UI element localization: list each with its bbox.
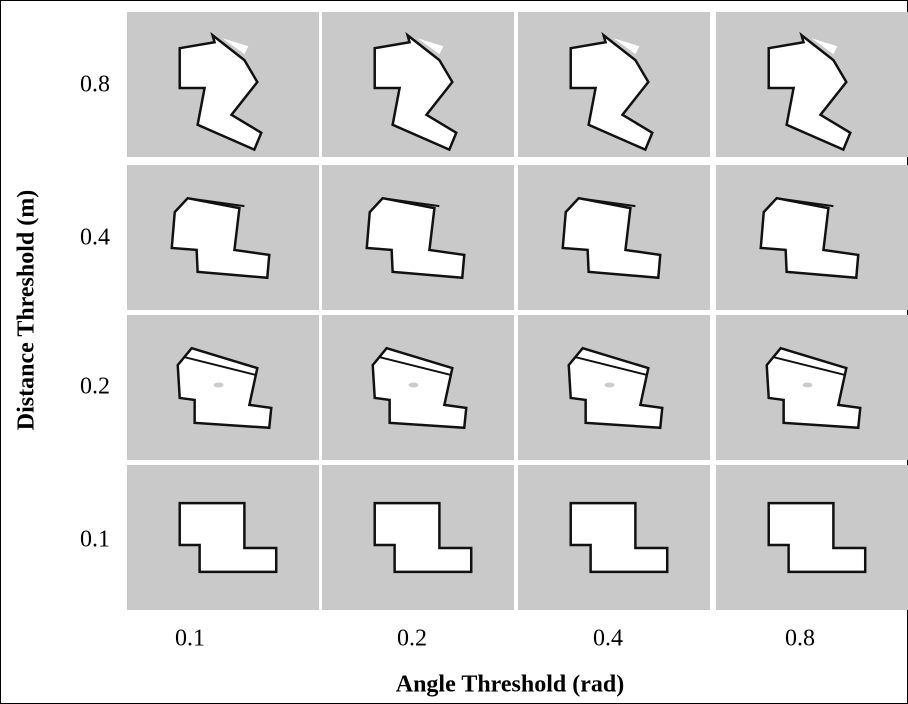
y-tick-label: 0.2 — [80, 374, 110, 400]
x-tick-label: 0.2 — [397, 626, 427, 652]
x-tick-label: 0.4 — [593, 626, 623, 652]
y-tick-label: 0.1 — [80, 527, 110, 553]
image-grid — [127, 12, 908, 610]
x-tick-label: 0.1 — [175, 626, 205, 652]
y-tick-label: 0.8 — [80, 72, 110, 98]
y-tick-label: 0.4 — [80, 225, 110, 251]
y-axis-title: Distance Threshold (m) — [14, 190, 40, 430]
x-axis-title: Angle Threshold (rad) — [396, 672, 624, 698]
figure: Angle Threshold (rad) Distance Threshold… — [0, 0, 908, 704]
x-tick-label: 0.8 — [785, 626, 815, 652]
